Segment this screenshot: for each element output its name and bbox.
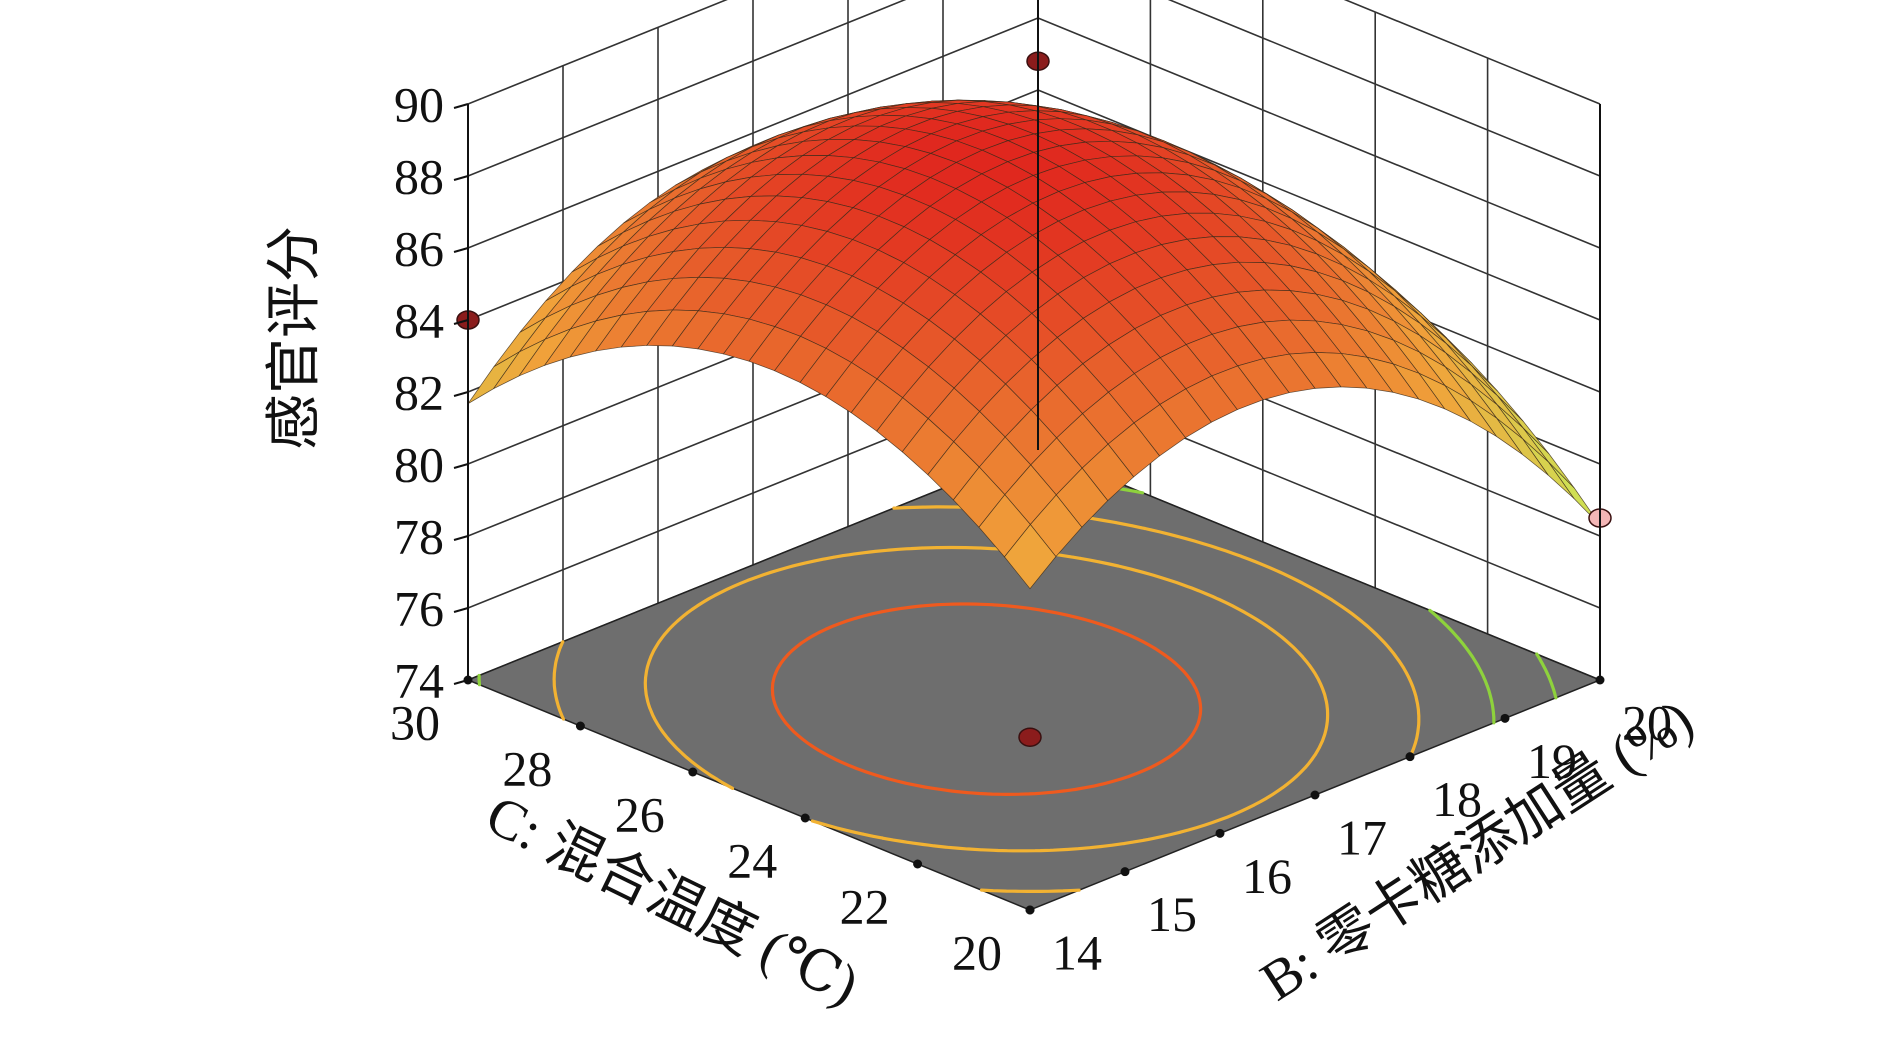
b-tick	[1025, 905, 1035, 915]
b-tick	[1310, 790, 1320, 800]
z-tick	[453, 463, 469, 469]
z-tick	[453, 607, 469, 613]
z-tick	[453, 247, 469, 253]
surface-cell	[1004, 523, 1057, 590]
c-tick-label: 26	[615, 786, 665, 842]
z-tick-label: 88	[394, 148, 444, 204]
z-tick	[453, 103, 469, 109]
z-tick-label: 78	[394, 508, 444, 564]
z-axis-title: 感官评分	[264, 226, 326, 450]
z-tick-label: 86	[394, 220, 444, 276]
b-tick	[1500, 713, 1510, 723]
b-tick-label: 15	[1147, 886, 1197, 942]
c-tick	[688, 767, 698, 777]
b-tick-label: 20	[1622, 694, 1672, 750]
b-tick-label: 17	[1337, 809, 1387, 865]
z-tick-label: 80	[394, 436, 444, 492]
z-tick-label: 76	[394, 580, 444, 636]
z-tick-label: 90	[394, 76, 444, 132]
z-tick	[453, 319, 469, 325]
z-tick	[453, 535, 469, 541]
contour-line	[643, 545, 1330, 853]
c-tick-label: 20	[952, 924, 1002, 980]
c-tick-label: 22	[840, 878, 890, 934]
design-point	[1018, 727, 1042, 747]
z-tick	[453, 391, 469, 397]
contour-line	[770, 602, 1203, 796]
c-tick	[913, 859, 923, 869]
axes	[453, 0, 1605, 915]
c-tick-label: 30	[390, 694, 440, 750]
b-tick	[1405, 752, 1415, 762]
z-tick-label: 84	[394, 292, 444, 348]
b-tick-label: 16	[1242, 848, 1292, 904]
z-tick	[453, 175, 469, 181]
b-tick	[1120, 867, 1130, 877]
z-tick-label: 82	[394, 364, 444, 420]
c-tick-label: 28	[502, 740, 552, 796]
c-tick	[575, 721, 585, 731]
b-tick	[1215, 828, 1225, 838]
c-tick-label: 24	[727, 832, 777, 888]
c-tick	[463, 675, 473, 685]
tick-labels: 74 76 78 80 82 84 86 88 90 20 22 24 26 28 30 14 15 16 17 18…	[390, 76, 1672, 980]
b-tick-label: 18	[1432, 771, 1482, 827]
z-tick-label: 74	[394, 652, 444, 708]
b-tick-label: 19	[1527, 733, 1577, 789]
b-tick	[1595, 675, 1605, 685]
response-surface	[467, 99, 1601, 590]
b-tick-label: 14	[1052, 924, 1102, 980]
contour-line	[1535, 652, 1558, 700]
c-tick	[800, 813, 810, 823]
